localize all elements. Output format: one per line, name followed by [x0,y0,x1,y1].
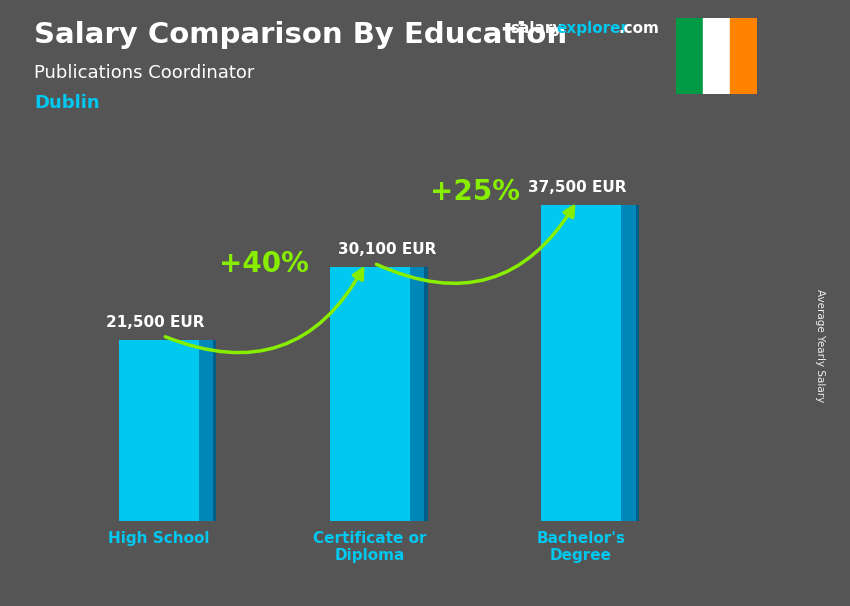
Text: Dublin: Dublin [34,94,99,112]
Text: +40%: +40% [219,250,309,278]
Bar [541,205,621,521]
Bar [676,18,703,94]
Bar [118,340,199,521]
Bar [703,18,729,94]
Text: salary: salary [510,21,563,36]
Bar [213,340,217,521]
Text: Salary Comparison By Education: Salary Comparison By Education [34,21,567,49]
Text: explorer: explorer [557,21,629,36]
Text: 21,500 EUR: 21,500 EUR [106,315,204,330]
Text: 37,500 EUR: 37,500 EUR [529,180,626,195]
Bar [424,267,428,521]
Bar [636,205,639,521]
Text: +25%: +25% [430,178,520,206]
Bar [729,18,756,94]
Text: .com: .com [619,21,660,36]
Bar [199,340,213,521]
Bar [330,267,410,521]
Text: Average Yearly Salary: Average Yearly Salary [815,289,825,402]
Text: 30,100 EUR: 30,100 EUR [338,242,437,258]
Bar [410,267,424,521]
Bar [621,205,636,521]
Text: Publications Coordinator: Publications Coordinator [34,64,254,82]
